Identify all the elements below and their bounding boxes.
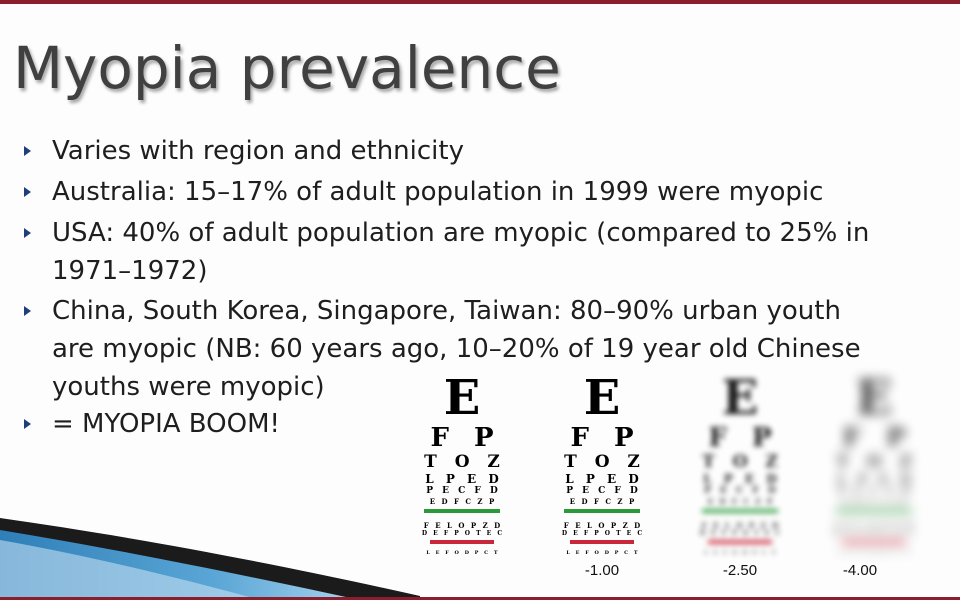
chart-row: F P	[842, 423, 914, 453]
bullet-arrow-icon	[24, 228, 31, 238]
eye-chart-panel: E F P T O Z L P E D P E C F D E D F C Z …	[690, 372, 790, 562]
bullet-item: China, South Korea, Singapore, Taiwan: 8…	[24, 292, 957, 406]
chart-row: E D F C Z P	[841, 497, 909, 506]
eye-chart-panel: E F P T O Z L P E D P E C F D E D F C Z …	[552, 372, 652, 562]
bullet-line: youths were myopic)	[52, 372, 325, 402]
bullet-line: Varies with region and ethnicity	[52, 136, 464, 166]
eye-chart-caption: -1.00	[584, 562, 620, 579]
bullet-arrow-icon	[24, 306, 31, 316]
bullet-line: are myopic (NB: 60 years ago, 10–20% of …	[52, 334, 861, 364]
chart-row: E	[583, 370, 621, 426]
chart-row: F P	[708, 423, 780, 453]
chart-row: E	[721, 370, 759, 426]
chart-row: T O Z	[702, 452, 784, 472]
eye-chart-caption: -2.50	[722, 562, 758, 579]
bullet-line: China, South Korea, Singapore, Taiwan: 8…	[52, 296, 841, 326]
chart-row: T O Z	[424, 452, 506, 472]
chart-row: E	[855, 370, 893, 426]
bottom-accent-bar	[0, 597, 960, 600]
chart-row: E	[443, 370, 481, 426]
chart-row: L E F O D P C T	[838, 550, 912, 556]
chart-row: P E C F D	[704, 486, 779, 496]
red-line	[708, 540, 772, 544]
bullet-item: Australia: 15–17% of adult population in…	[24, 173, 957, 211]
bullet-arrow-icon	[24, 419, 31, 429]
chart-row: L P E D	[565, 472, 643, 486]
chart-row: D E F P O T E C	[561, 530, 645, 537]
chart-row: E D F C Z P	[429, 497, 497, 506]
green-line	[702, 509, 778, 513]
green-line	[836, 509, 912, 513]
bullet-arrow-icon	[24, 187, 31, 197]
chart-row: E D F C Z P	[569, 497, 637, 506]
chart-row: D E F P O T E C	[699, 530, 783, 537]
chart-row: L P E D	[703, 472, 781, 486]
eye-chart-caption: -4.00	[842, 562, 878, 579]
bullet-item: USA: 40% of adult population are myopic …	[24, 214, 957, 290]
chart-row: P E C F D	[566, 486, 641, 496]
red-line	[570, 540, 634, 544]
eye-chart-panel: E F P T O Z L P E D P E C F D E D F C Z …	[824, 372, 924, 562]
bullet-line: 1971–1972)	[52, 256, 208, 286]
chart-row: T O Z	[564, 452, 646, 472]
green-line	[424, 509, 500, 513]
green-line	[564, 509, 640, 513]
chart-row: F P	[570, 423, 642, 453]
bullet-arrow-icon	[24, 146, 31, 156]
red-line	[430, 540, 494, 544]
chart-row: F E L O P Z D	[423, 521, 503, 530]
chart-row: L E F O D P C T	[704, 550, 778, 556]
chart-row: F E L O P Z D	[701, 521, 781, 530]
red-line	[842, 540, 906, 544]
chart-row: L P E D	[837, 472, 915, 486]
chart-row: F E L O P Z D	[835, 521, 915, 530]
chart-row: F P	[430, 423, 502, 453]
chart-row: P E C F D	[838, 486, 913, 496]
slide-title: Myopia prevalence	[13, 34, 561, 102]
bullet-item: = MYOPIA BOOM!	[24, 405, 957, 443]
chart-row: L P E D	[425, 472, 503, 486]
bullet-line: = MYOPIA BOOM!	[52, 409, 280, 439]
bullet-line: Australia: 15–17% of adult population in…	[52, 177, 824, 207]
chart-row: L E F O D P C T	[566, 550, 640, 556]
bullet-line: USA: 40% of adult population are myopic …	[52, 218, 870, 248]
chart-row: F E L O P Z D	[563, 521, 643, 530]
chart-row: E D F C Z P	[707, 497, 775, 506]
chart-row: P E C F D	[426, 486, 501, 496]
top-accent-bar	[0, 0, 960, 4]
eye-chart-panel: E F P T O Z L P E D P E C F D E D F C Z …	[412, 372, 512, 562]
chart-row: D E F P O T E C	[421, 530, 505, 537]
chart-row: T O Z	[836, 452, 918, 472]
bullet-item: Varies with region and ethnicity	[24, 132, 957, 170]
chart-row: L E F O D P C T	[426, 550, 500, 556]
chart-row: D E F P O T E C	[833, 530, 917, 537]
